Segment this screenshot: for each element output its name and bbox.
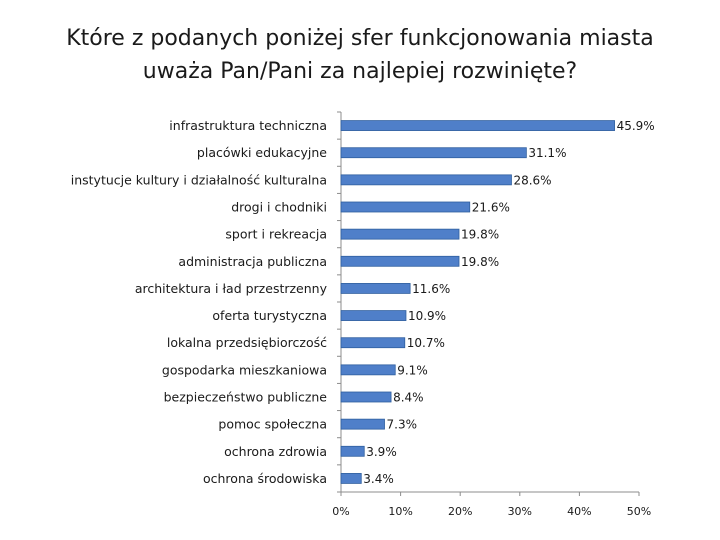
- bar: [340, 391, 392, 403]
- data-label: 10.9%: [408, 309, 446, 323]
- data-label: 19.8%: [461, 228, 499, 242]
- data-label: 7.3%: [387, 418, 418, 432]
- x-tick-label: 20%: [448, 505, 472, 518]
- category-label: instytucje kultury i działalność kultura…: [71, 172, 327, 187]
- bar: [340, 283, 411, 294]
- bar: [340, 473, 362, 484]
- chart-title-line-2: uważa Pan/Pani za najlepiej rozwinięte?: [142, 59, 578, 84]
- data-label: 19.8%: [461, 255, 499, 269]
- data-label: 11.6%: [412, 282, 450, 296]
- chart-title: Które z podanych poniżej sfer funkcjonow…: [20, 22, 700, 88]
- category-label: lokalna przedsiębiorczość: [167, 335, 327, 350]
- bar: [340, 337, 406, 349]
- category-label: pomoc społeczna: [218, 417, 327, 432]
- category-label: sport i rekreacja: [225, 227, 327, 242]
- chart-title-line-1: Które z podanych poniżej sfer funkcjonow…: [66, 26, 654, 51]
- data-label: 3.9%: [366, 445, 397, 459]
- bar: [340, 255, 460, 267]
- bar: [340, 174, 512, 186]
- category-label: architektura i ład przestrzenny: [135, 281, 328, 296]
- category-label: administracja publiczna: [178, 254, 327, 269]
- data-label: 45.9%: [617, 119, 655, 133]
- data-label: 31.1%: [528, 146, 566, 160]
- category-label: oferta turystyczna: [212, 308, 327, 323]
- data-label: 28.6%: [513, 173, 551, 187]
- bar: [340, 445, 365, 457]
- data-label: 21.6%: [472, 201, 510, 215]
- category-label: drogi i chodniki: [231, 200, 327, 215]
- x-tick-label: 30%: [508, 505, 532, 518]
- x-tick-label: 40%: [567, 505, 591, 518]
- data-label: 9.1%: [397, 363, 428, 377]
- bar: [340, 418, 385, 430]
- data-label: 3.4%: [363, 472, 394, 486]
- bar: [340, 228, 460, 240]
- category-label: gospodarka mieszkaniowa: [162, 362, 327, 377]
- bar: [340, 201, 471, 213]
- x-tick-label: 50%: [627, 505, 651, 518]
- category-label: bezpieczeństwo publiczne: [164, 390, 328, 405]
- category-label: ochrona środowiska: [203, 471, 327, 486]
- bar: [340, 310, 407, 321]
- bar: [340, 364, 396, 376]
- bar: [340, 120, 615, 131]
- x-tick-label: 0%: [332, 505, 349, 518]
- x-tick-label: 10%: [388, 505, 412, 518]
- data-label: 10.7%: [407, 336, 445, 350]
- category-label: infrastruktura techniczna: [169, 118, 327, 133]
- data-label: 8.4%: [393, 391, 424, 405]
- bar: [340, 147, 527, 159]
- category-label: placówki edukacyjne: [197, 145, 327, 160]
- category-label: ochrona zdrowia: [224, 444, 327, 459]
